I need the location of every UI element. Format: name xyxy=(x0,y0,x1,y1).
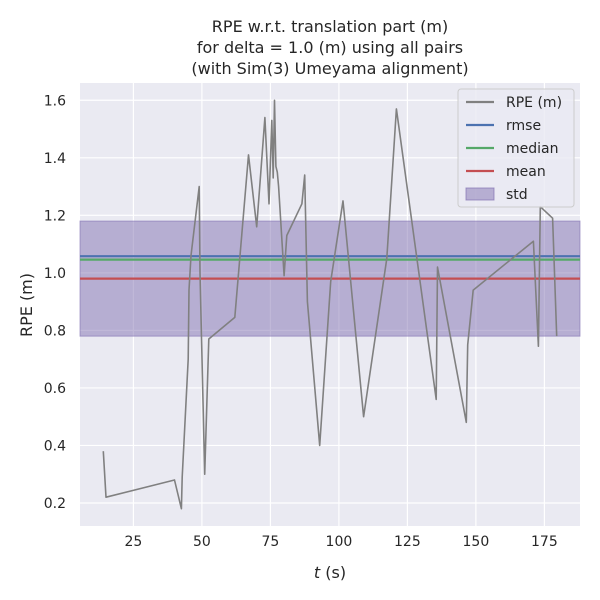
chart-title-line-2: for delta = 1.0 (m) using all pairs xyxy=(197,38,463,57)
rpe-series-line xyxy=(102,99,558,510)
y-tick-label: 0.6 xyxy=(44,381,66,397)
legend-box xyxy=(457,88,575,208)
x-tick-label: 150 xyxy=(463,534,490,550)
legend-entry-std-label: std xyxy=(506,187,528,203)
x-tick-label: 175 xyxy=(531,534,558,550)
y-tick-label: 0.2 xyxy=(44,496,66,512)
chart-title-line-1: RPE w.r.t. translation part (m) xyxy=(212,17,448,36)
x-tick-label: 100 xyxy=(326,534,353,550)
y-tick-label: 1.4 xyxy=(44,151,66,167)
legend-entry-mean-label: mean xyxy=(506,164,546,180)
x-tick-label: 125 xyxy=(394,534,421,550)
x-tick-labels: 25 50 75 100 125 150 175 xyxy=(125,534,558,550)
x-tick-label: 50 xyxy=(193,534,211,550)
y-axis-label: RPE (m) xyxy=(17,273,36,337)
stat-lines-layer xyxy=(80,255,580,280)
chart-title: RPE w.r.t. translation part (m) for delt… xyxy=(191,17,468,78)
legend-entry-std-swatch xyxy=(465,187,495,201)
x-axis-label: t (s) xyxy=(314,563,346,582)
x-tick-label: 75 xyxy=(261,534,279,550)
y-tick-label: 1.0 xyxy=(44,266,66,282)
legend-entry-median-label: median xyxy=(506,141,558,157)
y-tick-label: 1.6 xyxy=(44,93,66,109)
y-tick-label: 1.2 xyxy=(44,208,66,224)
legend-entry-rmse-label: rmse xyxy=(506,118,541,134)
y-tick-labels: 0.2 0.4 0.6 0.8 1.0 1.2 1.4 1.6 xyxy=(44,93,66,512)
legend: RPE (m) rmse median mean std xyxy=(457,88,575,208)
series-layer xyxy=(102,99,558,510)
y-tick-label: 0.4 xyxy=(44,438,66,454)
x-axis-label-variable: t xyxy=(314,563,321,582)
legend-entry-rpe-label: RPE (m) xyxy=(506,95,562,111)
y-tick-label: 0.8 xyxy=(44,323,66,339)
chart-title-line-3: (with Sim(3) Umeyama alignment) xyxy=(191,59,468,78)
x-tick-label: 25 xyxy=(125,534,143,550)
x-axis-label-unit: (s) xyxy=(320,563,346,582)
